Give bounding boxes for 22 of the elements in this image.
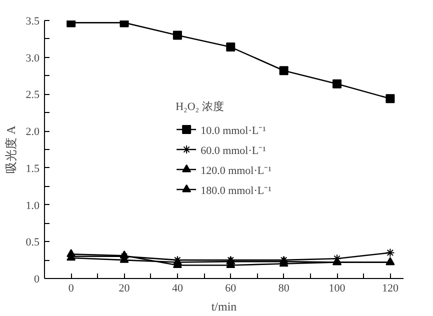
y-tick-label: 1.5 xyxy=(26,162,40,175)
legend-title: H₂O₂ 浓度 xyxy=(176,100,225,114)
x-tick-label: 80 xyxy=(278,282,290,294)
legend-label: 120.0 mmol·L⁻¹ xyxy=(200,164,272,176)
y-tick-label: 2.0 xyxy=(26,126,40,138)
y-tick-label: 0 xyxy=(34,274,40,286)
x-tick-label: 0 xyxy=(68,282,74,294)
y-axis-title: 吸光度 A xyxy=(4,125,18,174)
legend-label: 10.0 mmol·L⁻¹ xyxy=(200,124,266,136)
y-tick-label: 3.5 xyxy=(26,16,40,28)
x-tick-label: 20 xyxy=(118,282,130,294)
legend-label: 180.0 mmol·L⁻¹ xyxy=(200,184,272,196)
y-tick-label: 0.5 xyxy=(26,236,40,249)
x-tick-label: 120 xyxy=(382,282,399,294)
x-tick-label: 40 xyxy=(172,282,184,294)
x-tick-label: 100 xyxy=(328,282,346,294)
x-axis-title: t/min xyxy=(211,300,237,314)
y-tick-label: 3.0 xyxy=(26,52,40,64)
legend-label: 60.0 mmol·L⁻¹ xyxy=(200,144,266,156)
y-tick-label: 1.0 xyxy=(26,200,40,212)
x-tick-label: 60 xyxy=(225,282,237,294)
y-tick-label: 2.5 xyxy=(26,89,40,102)
